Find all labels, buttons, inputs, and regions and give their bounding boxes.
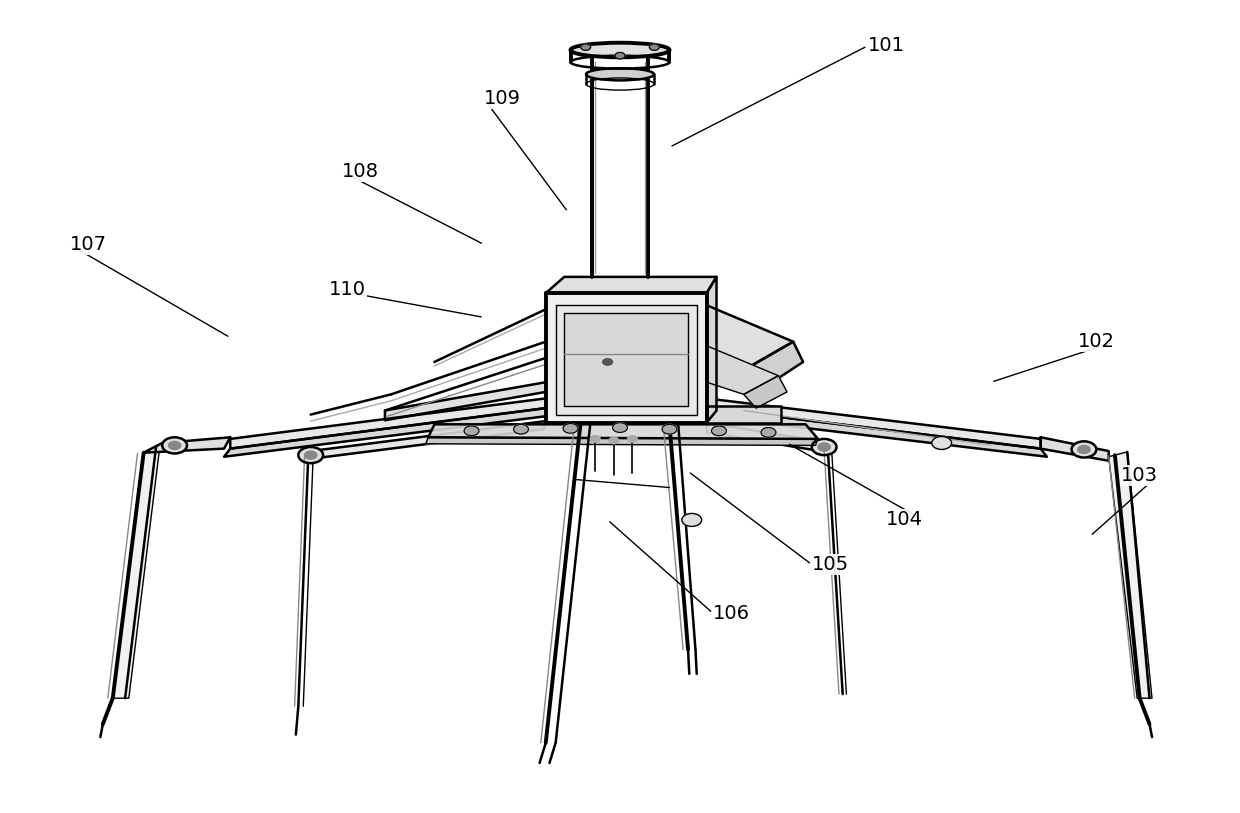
Polygon shape: [744, 376, 787, 408]
Polygon shape: [744, 341, 804, 386]
Polygon shape: [384, 382, 546, 420]
Circle shape: [761, 428, 776, 437]
Polygon shape: [546, 293, 707, 423]
Circle shape: [812, 439, 837, 455]
Polygon shape: [425, 437, 818, 446]
Circle shape: [650, 44, 660, 50]
Text: 109: 109: [484, 89, 521, 108]
Polygon shape: [309, 421, 546, 459]
Circle shape: [1078, 446, 1090, 454]
Circle shape: [682, 514, 702, 526]
Polygon shape: [224, 408, 546, 457]
Polygon shape: [556, 305, 697, 415]
Text: 103: 103: [1121, 466, 1158, 485]
Circle shape: [1071, 441, 1096, 458]
Ellipse shape: [570, 43, 670, 57]
Polygon shape: [428, 424, 818, 439]
Circle shape: [662, 424, 677, 434]
Polygon shape: [564, 313, 688, 406]
Circle shape: [931, 437, 951, 450]
Circle shape: [305, 451, 317, 459]
Polygon shape: [707, 277, 717, 423]
Polygon shape: [707, 346, 779, 394]
Circle shape: [299, 447, 324, 463]
Polygon shape: [1109, 452, 1152, 698]
Text: 101: 101: [868, 37, 904, 55]
Text: 102: 102: [1078, 333, 1115, 351]
Circle shape: [464, 426, 479, 436]
Text: 104: 104: [887, 511, 923, 529]
Circle shape: [162, 437, 187, 454]
Circle shape: [712, 426, 727, 436]
Text: 105: 105: [812, 555, 849, 574]
Polygon shape: [707, 408, 1047, 457]
Polygon shape: [707, 406, 781, 423]
Polygon shape: [707, 305, 794, 370]
Text: 106: 106: [713, 603, 750, 623]
Ellipse shape: [587, 68, 653, 80]
Circle shape: [615, 52, 625, 59]
Circle shape: [818, 443, 831, 451]
Circle shape: [563, 424, 578, 433]
Polygon shape: [113, 447, 160, 698]
Circle shape: [609, 437, 619, 444]
Circle shape: [580, 44, 590, 50]
Polygon shape: [144, 437, 231, 453]
Polygon shape: [707, 398, 1040, 449]
Polygon shape: [231, 398, 546, 449]
Circle shape: [613, 423, 627, 433]
Circle shape: [590, 436, 600, 442]
Text: 108: 108: [342, 162, 378, 181]
Text: 110: 110: [330, 280, 366, 298]
Text: 107: 107: [69, 235, 107, 254]
Polygon shape: [707, 423, 831, 453]
Polygon shape: [1040, 437, 1109, 461]
Polygon shape: [546, 277, 717, 293]
Circle shape: [603, 359, 613, 365]
Circle shape: [169, 441, 181, 450]
Circle shape: [513, 424, 528, 434]
Circle shape: [627, 436, 637, 442]
